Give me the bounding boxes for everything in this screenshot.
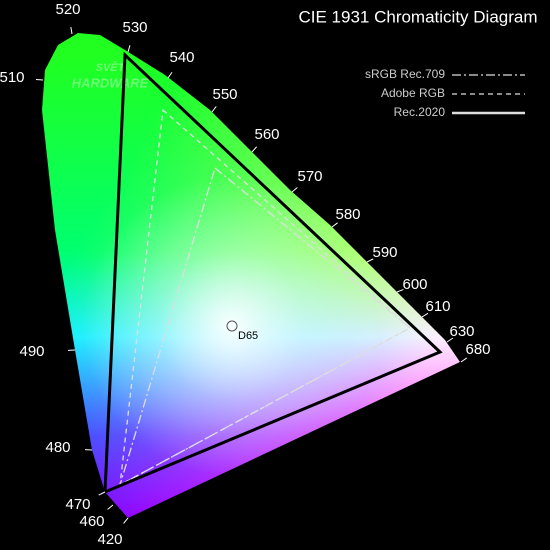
wavelength-tick (251, 146, 258, 153)
wavelength-label: 570 (297, 168, 322, 185)
adobe-triangle (119, 108, 412, 487)
wavelength-label: 550 (212, 86, 237, 103)
wavelength-label: 490 (19, 343, 44, 360)
legend-label: sRGB Rec.709 (365, 67, 445, 81)
srgb-triangle (118, 166, 412, 487)
wavelength-tick (396, 288, 404, 293)
wavelength-tick (70, 27, 73, 35)
wavelength-label: 610 (425, 298, 450, 315)
wavelength-tick (291, 187, 298, 193)
wavelength-tick (167, 71, 173, 79)
wavelength-label: 420 (97, 531, 122, 548)
wavelength-tick (123, 517, 129, 524)
wavelength-label: 630 (449, 323, 474, 340)
watermark-text: HARDWARE (72, 75, 149, 90)
rec2020-triangle (103, 51, 443, 495)
wavelength-tick (366, 258, 374, 263)
wavelength-label: 460 (79, 513, 104, 530)
wavelength-label: 540 (169, 49, 194, 66)
wavelength-label: 580 (335, 206, 360, 223)
wavelength-tick (107, 504, 114, 510)
wavelength-label: 520 (55, 1, 80, 18)
white-point-label: D65 (238, 330, 258, 342)
wavelength-tick (127, 45, 131, 53)
legend-label: Adobe RGB (381, 86, 445, 100)
watermark: SVĚT HARDWARE (72, 61, 149, 91)
watermark-text: SVĚT (96, 61, 126, 74)
wavelength-label: 510 (0, 69, 25, 86)
legend: sRGB Rec.709 Adobe RGB Rec.2020 (365, 67, 525, 119)
wavelength-label: 590 (372, 244, 397, 261)
wavelength-label: 530 (122, 19, 147, 36)
wavelength-label: 600 (402, 276, 427, 293)
wavelength-label: 560 (254, 126, 279, 143)
wavelength-tick (421, 312, 429, 318)
wavelength-label: 480 (45, 439, 70, 456)
wavelength-label: 470 (65, 496, 90, 513)
wavelength-label: 680 (465, 341, 490, 358)
wavelength-tick (98, 491, 106, 496)
wavelength-tick (446, 337, 454, 343)
wavelength-tick (460, 357, 468, 363)
title: CIE 1931 Chromaticity Diagram (298, 7, 537, 26)
legend-label: Rec.2020 (394, 105, 446, 119)
wavelength-tick (211, 106, 217, 113)
white-point (226, 320, 238, 332)
wavelength-tick (331, 222, 338, 228)
